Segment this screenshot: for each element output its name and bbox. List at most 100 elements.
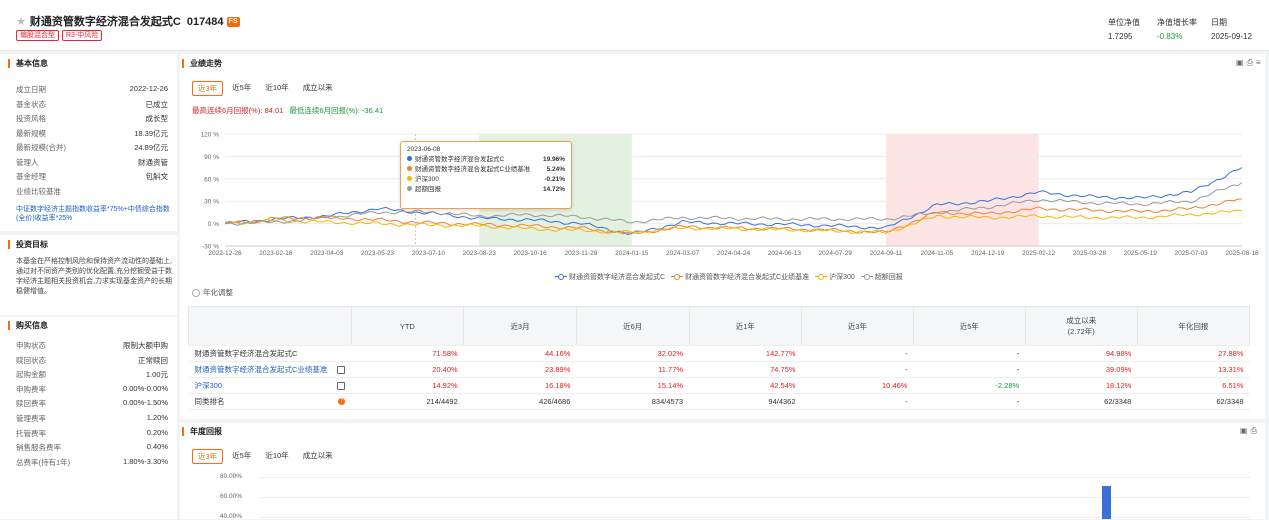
table-cell: 94/4362 bbox=[689, 393, 802, 410]
x-tick-label: 2025-07-03 bbox=[1175, 250, 1209, 257]
table-header-cell: 近5年 bbox=[913, 306, 1026, 346]
purchase-info-row: 起购金额 1.00元 bbox=[16, 369, 168, 380]
table-cell: 11.77% bbox=[576, 361, 690, 378]
annual-tabs: 近3年 近5年 近10年 成立以来 bbox=[192, 449, 338, 464]
basic-info-value: 18.39亿元 bbox=[134, 128, 168, 138]
export-icon[interactable]: ⎙ bbox=[1250, 426, 1260, 435]
tab-since-inception[interactable]: 成立以来 bbox=[302, 83, 333, 92]
row-name-text: 财通资管数字经济混合发起式C业绩基准 bbox=[194, 365, 328, 374]
purchase-info-value: 限制大额申购 bbox=[123, 341, 168, 350]
table-cell: - bbox=[913, 361, 1026, 378]
annual-gridline bbox=[260, 497, 1250, 498]
legend-marker-icon bbox=[671, 274, 684, 280]
tooltip-series-name: 财通资管数字经济混合发起式C业绩基准 bbox=[415, 166, 531, 173]
purchase-info-value: 0.00%-1.50% bbox=[122, 398, 168, 408]
basic-info-value: 财通资管 bbox=[138, 157, 168, 167]
series-line bbox=[224, 182, 1243, 226]
x-tick-label: 2023-05-23 bbox=[361, 250, 395, 257]
legend-item[interactable]: 沪深300 bbox=[815, 272, 855, 282]
table-cell: - bbox=[913, 393, 1026, 410]
edit-icon[interactable] bbox=[337, 382, 345, 390]
purchase-info-row: 托管费率 0.20% bbox=[16, 428, 168, 439]
tag-type: 偏股混合型 bbox=[16, 30, 59, 41]
radio-icon[interactable] bbox=[192, 289, 200, 298]
tab-5y[interactable]: 近5年 bbox=[232, 83, 252, 92]
table-cell: - bbox=[801, 345, 914, 362]
table-cell: - bbox=[801, 361, 914, 378]
chart-legend: 财通资管数字经济混合发起式C 财通资管数字经济混合发起式C业绩基准 沪深300 超额回… bbox=[555, 272, 909, 282]
purchase-info-title: 购买信息 bbox=[8, 321, 48, 330]
basic-info-label: 管理人 bbox=[16, 157, 39, 167]
annual-tab-since[interactable]: 成立以来 bbox=[302, 451, 333, 460]
max-up-label: 最高连续6月回报(%): bbox=[192, 106, 263, 115]
table-header-cell: 近3年 bbox=[801, 306, 914, 346]
image-icon[interactable]: ▣ bbox=[1236, 58, 1247, 67]
table-cell: 20.40% bbox=[351, 361, 464, 378]
purchase-info-row: 申购状态 限制大额申购 bbox=[16, 340, 168, 351]
annual-tab-10y[interactable]: 近10年 bbox=[265, 451, 289, 460]
series-line bbox=[224, 167, 1243, 235]
x-tick-label: 2024-04-24 bbox=[717, 250, 751, 257]
table-header-cell: 近3月 bbox=[463, 306, 577, 346]
rank-help-icon[interactable]: ? bbox=[338, 398, 345, 405]
max-up-value: 84.01 bbox=[264, 106, 284, 115]
export-icon[interactable]: ⎙ bbox=[1246, 58, 1256, 67]
tab-10y[interactable]: 近10年 bbox=[265, 83, 289, 92]
annual-panel: 年度回报 ▣⎙ 近3年 近5年 近10年 成立以来 80.00% 60.00% … bbox=[180, 423, 1265, 520]
row-name-text: 同类排名 bbox=[194, 397, 225, 406]
x-tick-label: 2023-11-29 bbox=[565, 250, 598, 257]
table-cell: 142.77% bbox=[689, 345, 802, 362]
chart-tooltip: 2023-06-08 财通资管数字经济混合发起式C 19.96% 财通资管数字经济混… bbox=[400, 141, 572, 209]
stat-date: 日期 2025-09-12 bbox=[1211, 17, 1252, 41]
purchase-info-label: 管理费率 bbox=[16, 414, 46, 423]
y-tick-label: -30 % bbox=[202, 244, 219, 251]
purchase-info-label: 赎回状态 bbox=[16, 355, 46, 365]
basic-info-row: 成立日期 2022-12-26 bbox=[16, 84, 168, 95]
purchase-info-value: 1.20% bbox=[146, 413, 168, 422]
stat-growth: 净值增长率 -0.83% bbox=[1157, 17, 1197, 41]
stat-growth-value: -0.83% bbox=[1157, 32, 1183, 41]
table-cell: 71.58% bbox=[351, 345, 464, 362]
tooltip-series-value: 14.72% bbox=[542, 186, 565, 193]
table-row-name[interactable]: 财通资管数字经济混合发起式C业绩基准 bbox=[188, 361, 351, 378]
stat-nav: 单位净值 1.7295 bbox=[1108, 17, 1140, 41]
series-dot bbox=[407, 156, 412, 161]
tooltip-series-value: 19.96% bbox=[542, 156, 565, 163]
annualized-toggle[interactable]: 年化调整 bbox=[192, 287, 233, 298]
menu-icon[interactable]: ≡ bbox=[1255, 58, 1264, 67]
edit-icon[interactable] bbox=[337, 366, 345, 374]
x-tick-label: 2023-04-03 bbox=[310, 250, 344, 257]
fund-header: ★ 财通资管数字经济混合发起式C 017484 FS 偏股混合型 R3-中风险 单位净值… bbox=[0, 0, 1269, 51]
basic-info-value: 24.89亿元 bbox=[134, 143, 168, 152]
star-icon[interactable]: ★ bbox=[16, 16, 26, 28]
fund-tags: 偏股混合型 R3-中风险 bbox=[16, 30, 105, 41]
table-cell: 13.31% bbox=[1137, 361, 1250, 378]
table-cell: 27.88% bbox=[1137, 345, 1250, 362]
purchase-info-row: 赎回费率 0.00%-1.50% bbox=[16, 398, 168, 409]
series-line bbox=[224, 209, 1243, 235]
tag-risk: R3-中风险 bbox=[62, 30, 103, 41]
tooltip-series-name: 财通资管数字经济混合发起式C bbox=[415, 156, 505, 163]
legend-item[interactable]: 财通资管数字经济混合发起式C业绩基准 bbox=[671, 272, 809, 282]
image-icon[interactable]: ▣ bbox=[1240, 426, 1251, 435]
basic-info-panel: 基本信息 成立日期 2022-12-26 基金状态 已成立 投资风格 成长型 最新规模 18.… bbox=[0, 54, 177, 231]
annual-tab-3y[interactable]: 近3年 bbox=[192, 449, 224, 464]
series-dot bbox=[407, 176, 412, 181]
tab-3y[interactable]: 近3年 bbox=[192, 81, 224, 96]
x-tick-label: 2025-02-12 bbox=[1022, 250, 1056, 257]
legend-item[interactable]: 超额回报 bbox=[860, 272, 903, 282]
basic-info-row: 基金经理 包斛文 bbox=[16, 171, 168, 182]
table-row-name[interactable]: 沪深300 bbox=[188, 377, 351, 394]
annual-tab-5y[interactable]: 近5年 bbox=[232, 451, 252, 460]
tooltip-series-name: 超额回报 bbox=[415, 186, 441, 193]
benchmark-link[interactable]: 中证数字经济主题指数收益率*75%+中债综合指数(全价)收益率*25% bbox=[16, 206, 170, 222]
x-tick-label: 2023-07-10 bbox=[412, 250, 446, 257]
purchase-info-label: 申购状态 bbox=[16, 341, 46, 350]
purchase-info-panel: 购买信息 申购状态 限制大额申购 赎回状态 正常赎回 起购金额 1.00元 申购费率 0.00… bbox=[0, 317, 177, 519]
basic-info-value[interactable]: 包斛文 bbox=[145, 172, 169, 181]
stat-nav-value: 1.7295 bbox=[1108, 32, 1133, 41]
basic-info-label: 投资风格 bbox=[16, 114, 46, 123]
purchase-info-label: 申购费率 bbox=[16, 384, 46, 394]
annual-ytick-1: 60.00% bbox=[220, 493, 243, 500]
legend-item[interactable]: 财通资管数字经济混合发起式C bbox=[555, 272, 665, 282]
